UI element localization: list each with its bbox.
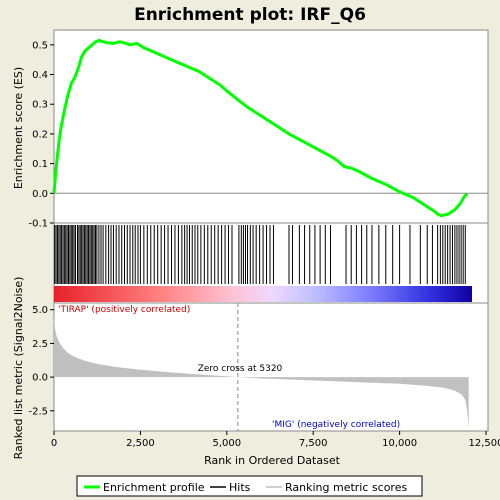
legend-hits-label: Hits [229,481,251,494]
es-y-tick-label: 0.3 [32,100,48,111]
x-axis-label: Rank in Ordered Dataset [204,454,341,467]
metric-y-tick-label: 0.0 [32,373,48,384]
positive-label: 'TIRAP' (positively correlated) [58,305,190,315]
zero-cross-label: Zero cross at 5320 [198,364,283,374]
x-tick-label: 10,000 [382,438,417,449]
legend: Enrichment profile Hits Ranking metric s… [76,475,423,497]
es-plot-area [53,29,489,224]
es-y-axis-label: Enrichment score (ES) [12,67,25,189]
legend-metric-label: Ranking metric scores [285,481,407,494]
es-y-tick-label: 0.1 [32,159,48,170]
x-tick-label: 2,500 [126,438,155,449]
es-series-line [52,38,469,218]
metric-area [54,315,469,429]
x-tick-label: 5,000 [212,438,241,449]
es-y-tick-label: 0.2 [32,129,48,140]
chart-title: Enrichment plot: IRF_Q6 [134,5,366,25]
x-tick-label: 12,500 [469,438,500,449]
es-y-tick-label: 0.5 [32,40,48,51]
es-y-tick-label: 0.0 [32,189,48,200]
metric-y-tick-label: 5.0 [32,305,48,316]
metric-plot-area [53,302,489,432]
rank-color-bar [54,286,472,302]
metric-y-axis-label: Ranked list metric (Signal2Noise) [12,277,25,460]
es-y-tick-label: -0.1 [28,219,48,230]
es-y-tick-label: 0.4 [32,70,48,81]
x-tick-label: 7,500 [299,438,328,449]
x-tick-label: 0 [51,438,57,449]
legend-es-label: Enrichment profile [103,481,205,494]
metric-y-tick-label: -2.5 [28,406,48,417]
negative-label: 'MIG' (negatively correlated) [272,420,400,430]
metric-y-tick-label: 2.5 [32,339,48,350]
